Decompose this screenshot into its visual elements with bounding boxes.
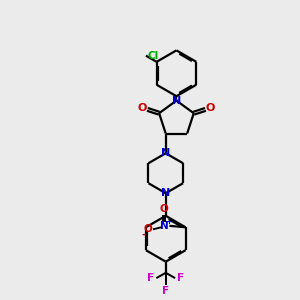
Text: +: + — [165, 217, 172, 226]
Text: N: N — [172, 96, 181, 106]
Text: O: O — [144, 224, 153, 234]
Text: N: N — [161, 148, 170, 158]
Text: -: - — [142, 230, 146, 240]
Text: F: F — [162, 286, 169, 296]
Text: O: O — [138, 103, 147, 113]
Text: Cl: Cl — [147, 51, 159, 61]
Text: N: N — [160, 221, 169, 231]
Text: O: O — [206, 103, 215, 113]
Text: F: F — [177, 273, 184, 283]
Text: F: F — [148, 273, 154, 283]
Text: O: O — [160, 204, 169, 214]
Text: N: N — [161, 188, 170, 198]
